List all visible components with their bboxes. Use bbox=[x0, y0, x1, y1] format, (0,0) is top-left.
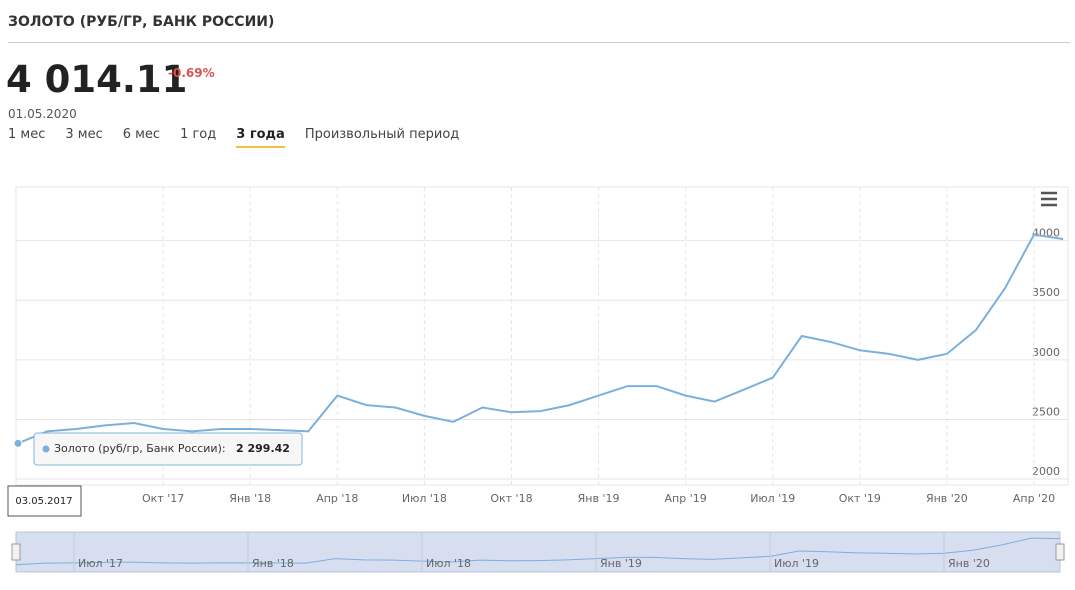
tab[interactable]: 3 мес bbox=[65, 127, 103, 142]
navigator[interactable] bbox=[15, 531, 1061, 573]
x-tick-label: Окт '19 bbox=[839, 492, 881, 505]
divider bbox=[8, 42, 1070, 43]
x-tick-label: Апр '20 bbox=[1013, 492, 1055, 505]
tabs: 1 мес 3 мес 6 мес 1 год 3 года Произвольный п… bbox=[8, 127, 479, 148]
navigator-tick-label: Янв '19 bbox=[600, 557, 642, 570]
y-tick-label: 2000 bbox=[1032, 465, 1060, 478]
menu-icon[interactable] bbox=[1041, 191, 1057, 207]
x-tick-label: Янв '19 bbox=[578, 492, 620, 505]
navigator-tick-label: Июл '19 bbox=[774, 557, 819, 570]
plot-frame bbox=[15, 186, 1069, 486]
x-tick-label: Окт '17 bbox=[142, 492, 184, 505]
navigator-tick-label: Янв '18 bbox=[252, 557, 294, 570]
date-label-box bbox=[7, 485, 82, 517]
tab[interactable]: 6 мес bbox=[122, 127, 161, 142]
x-tick-label: Июл '18 bbox=[402, 492, 447, 505]
navigator-handle[interactable] bbox=[11, 543, 21, 561]
x-tick-label: Окт '18 bbox=[490, 492, 532, 505]
change: -0.69% bbox=[168, 66, 215, 80]
tooltip-value: 2 299.42 bbox=[236, 442, 290, 455]
date: 01.05.2020 bbox=[8, 107, 77, 121]
y-tick-label: 3000 bbox=[1032, 346, 1060, 359]
x-tick-label: Янв '18 bbox=[229, 492, 271, 505]
tooltip-label: Золото (руб/гр, Банк России): bbox=[54, 442, 226, 455]
y-tick-label: 3500 bbox=[1032, 286, 1060, 299]
tab[interactable]: 3 года bbox=[236, 127, 285, 148]
tab[interactable]: 1 год bbox=[180, 127, 217, 142]
tab[interactable]: 1 мес bbox=[8, 127, 46, 142]
x-tick-label: Янв '20 bbox=[926, 492, 968, 505]
tab[interactable]: Произвольный период bbox=[304, 127, 460, 142]
x-tick-label: Апр '18 bbox=[316, 492, 358, 505]
x-tick-label: Апр '19 bbox=[665, 492, 707, 505]
date-label: 03.05.2017 bbox=[15, 496, 72, 507]
y-tick-label: 2500 bbox=[1032, 405, 1060, 418]
navigator-tick-label: Янв '20 bbox=[948, 557, 990, 570]
tooltip-box bbox=[33, 432, 303, 466]
tooltip-dot bbox=[42, 445, 50, 453]
x-tick-label: Июл '19 bbox=[750, 492, 795, 505]
price: 4 014.11 bbox=[6, 58, 188, 101]
navigator-handle[interactable] bbox=[1055, 543, 1065, 561]
line bbox=[17, 233, 1064, 445]
navigator-tick-label: Июл '17 bbox=[78, 557, 123, 570]
title: ЗОЛОТО (РУБ/ГР, БАНК РОССИИ) bbox=[8, 14, 275, 30]
navigator-tick-label: Июл '18 bbox=[426, 557, 471, 570]
hover-point bbox=[13, 438, 23, 448]
navigator-line bbox=[15, 537, 1061, 566]
